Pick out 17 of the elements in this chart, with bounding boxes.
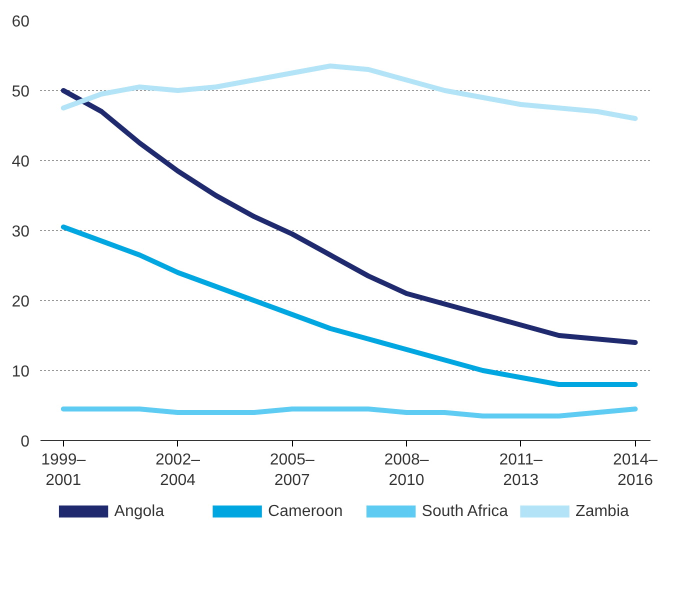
y-tick-label: 50 [12, 84, 30, 100]
x-tick-label: 2002– 2004 [156, 452, 200, 489]
y-tick-label: 60 [12, 14, 30, 30]
legend-label: Angola [114, 503, 164, 520]
x-tick-label: 2014– 2016 [613, 452, 658, 489]
y-tick-label: 30 [12, 224, 30, 240]
y-tick-label: 40 [12, 154, 30, 170]
legend-label: Cameroon [268, 503, 343, 520]
x-tick-label: 2008– 2010 [384, 452, 429, 489]
x-tick-label: 2005– 2007 [270, 452, 314, 489]
y-tick-label: 10 [12, 364, 30, 380]
x-tick-label: 2011– 2013 [499, 452, 543, 489]
legend-label: Zambia [576, 503, 630, 520]
y-tick-label: 20 [12, 294, 30, 310]
x-tick-label: 1999– 2001 [41, 452, 86, 489]
legend-label: South Africa [422, 503, 508, 520]
y-tick-label: 0 [20, 434, 30, 450]
